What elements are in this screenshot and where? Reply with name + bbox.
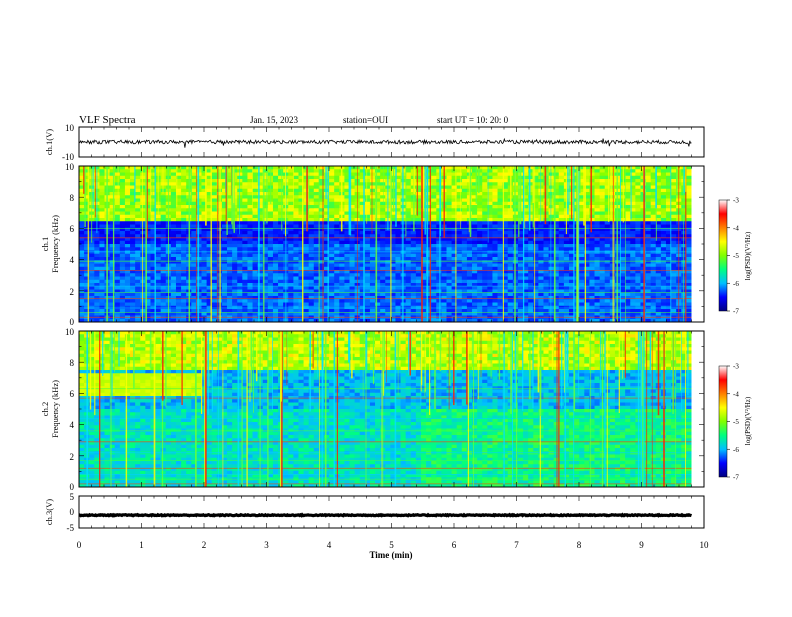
colorbar-tick-label: -6 [733, 280, 739, 288]
chart-title: VLF Spectra [79, 114, 136, 126]
colorbar-tick-label: -7 [733, 308, 739, 316]
chart-start-time: start UT = 10: 20: 0 [437, 115, 509, 125]
colorbar-tick-label: -7 [733, 474, 739, 482]
colorbar-tick-label: -4 [733, 224, 739, 232]
ch2-spectrogram-panel: 10 8 6 4 2 0 ch.2 Frequency (kHz) [40, 327, 705, 492]
x-tick-label: 1 [139, 540, 144, 550]
colorbar-ch1-scale [718, 199, 728, 312]
colorbar-ch1: -3 -4 -5 -6 -7 log(PSD)(V²/Hz) [718, 197, 752, 316]
ch1-freq-tick-10: 10 [65, 162, 75, 172]
ch1-freq-tick-8: 8 [70, 193, 75, 203]
x-tick-label: 6 [452, 540, 457, 550]
x-axis-label: Time (min) [369, 550, 412, 560]
ch3-waveform-trace [78, 512, 693, 518]
x-tick-label: 5 [389, 540, 394, 550]
x-axis-tick-labels: 0 1 2 3 4 5 6 7 8 9 10 [77, 540, 709, 550]
colorbar-ch2: -3 -4 -5 -6 -7 log(PSD)(V²/Hz) [718, 363, 752, 482]
ch1-ytick-bottom: -10 [62, 152, 74, 162]
ch1-freq-tick-6: 6 [70, 224, 75, 234]
ch3-ytick-mid: 0 [70, 507, 75, 517]
colorbar-tick-label: -5 [733, 252, 739, 260]
colorbar-tick-label: -3 [733, 363, 739, 371]
x-tick-label: 9 [639, 540, 644, 550]
ch2-freq-tick-10: 10 [65, 327, 75, 337]
ch2-freq-tick-2: 2 [70, 452, 75, 462]
ch3-ytick-top: 5 [70, 492, 75, 502]
colorbar-tick-label: -5 [733, 418, 739, 426]
ch1-waveform-panel: 10 -10 ch.1(V) [44, 123, 705, 162]
ch1-waveform-trace [78, 137, 692, 148]
ch3-ylabel: ch.3(V) [44, 499, 54, 525]
ch1-ytick-top: 10 [65, 123, 75, 133]
axis-ticks [78, 127, 705, 528]
ch1-ylabel-frequency: Frequency (kHz) [50, 215, 60, 273]
x-tick-label: 7 [514, 540, 519, 550]
colorbar-tick-label: -6 [733, 446, 739, 454]
chart-station: station=OUI [343, 115, 388, 125]
colorbar-ch1-label: log(PSD)(V²/Hz) [744, 231, 752, 280]
x-tick-label: 8 [577, 540, 582, 550]
ch1-spectrogram-image [79, 166, 704, 323]
x-tick-label: 4 [327, 540, 332, 550]
x-tick-label: 10 [700, 540, 710, 550]
ch1-spectrogram-panel: 10 8 6 4 2 0 ch.1 Frequency (kHz) [40, 162, 705, 327]
chart-date: Jan. 15, 2023 [250, 115, 298, 125]
x-tick-label: 2 [202, 540, 207, 550]
ch2-freq-tick-8: 8 [70, 358, 75, 368]
ch2-spectrogram-image [79, 331, 704, 488]
ch1-ylabel-channel: ch.1 [40, 237, 50, 251]
x-tick-label: 3 [264, 540, 269, 550]
ch2-freq-tick-0: 0 [70, 482, 75, 492]
colorbar-tick-label: -3 [733, 197, 739, 205]
colorbar-ch2-label: log(PSD)(V²/Hz) [744, 396, 752, 445]
ch1-freq-tick-2: 2 [70, 287, 75, 297]
x-tick-label: 0 [77, 540, 82, 550]
ch3-waveform-panel: 5 0 -5 ch.3(V) [44, 492, 705, 533]
ch1-ylabel: ch.1(V) [44, 129, 54, 155]
ch1-freq-tick-0: 0 [70, 317, 75, 327]
ch2-freq-tick-4: 4 [70, 420, 75, 430]
ch2-ylabel-channel: ch.2 [40, 402, 50, 416]
ch2-freq-tick-6: 6 [70, 389, 75, 399]
ch3-ytick-bottom: -5 [67, 523, 75, 533]
colorbar-ch2-scale [718, 365, 728, 478]
ch1-freq-tick-4: 4 [70, 255, 75, 265]
ch2-ylabel-frequency: Frequency (kHz) [50, 380, 60, 438]
colorbar-tick-label: -4 [733, 390, 739, 398]
